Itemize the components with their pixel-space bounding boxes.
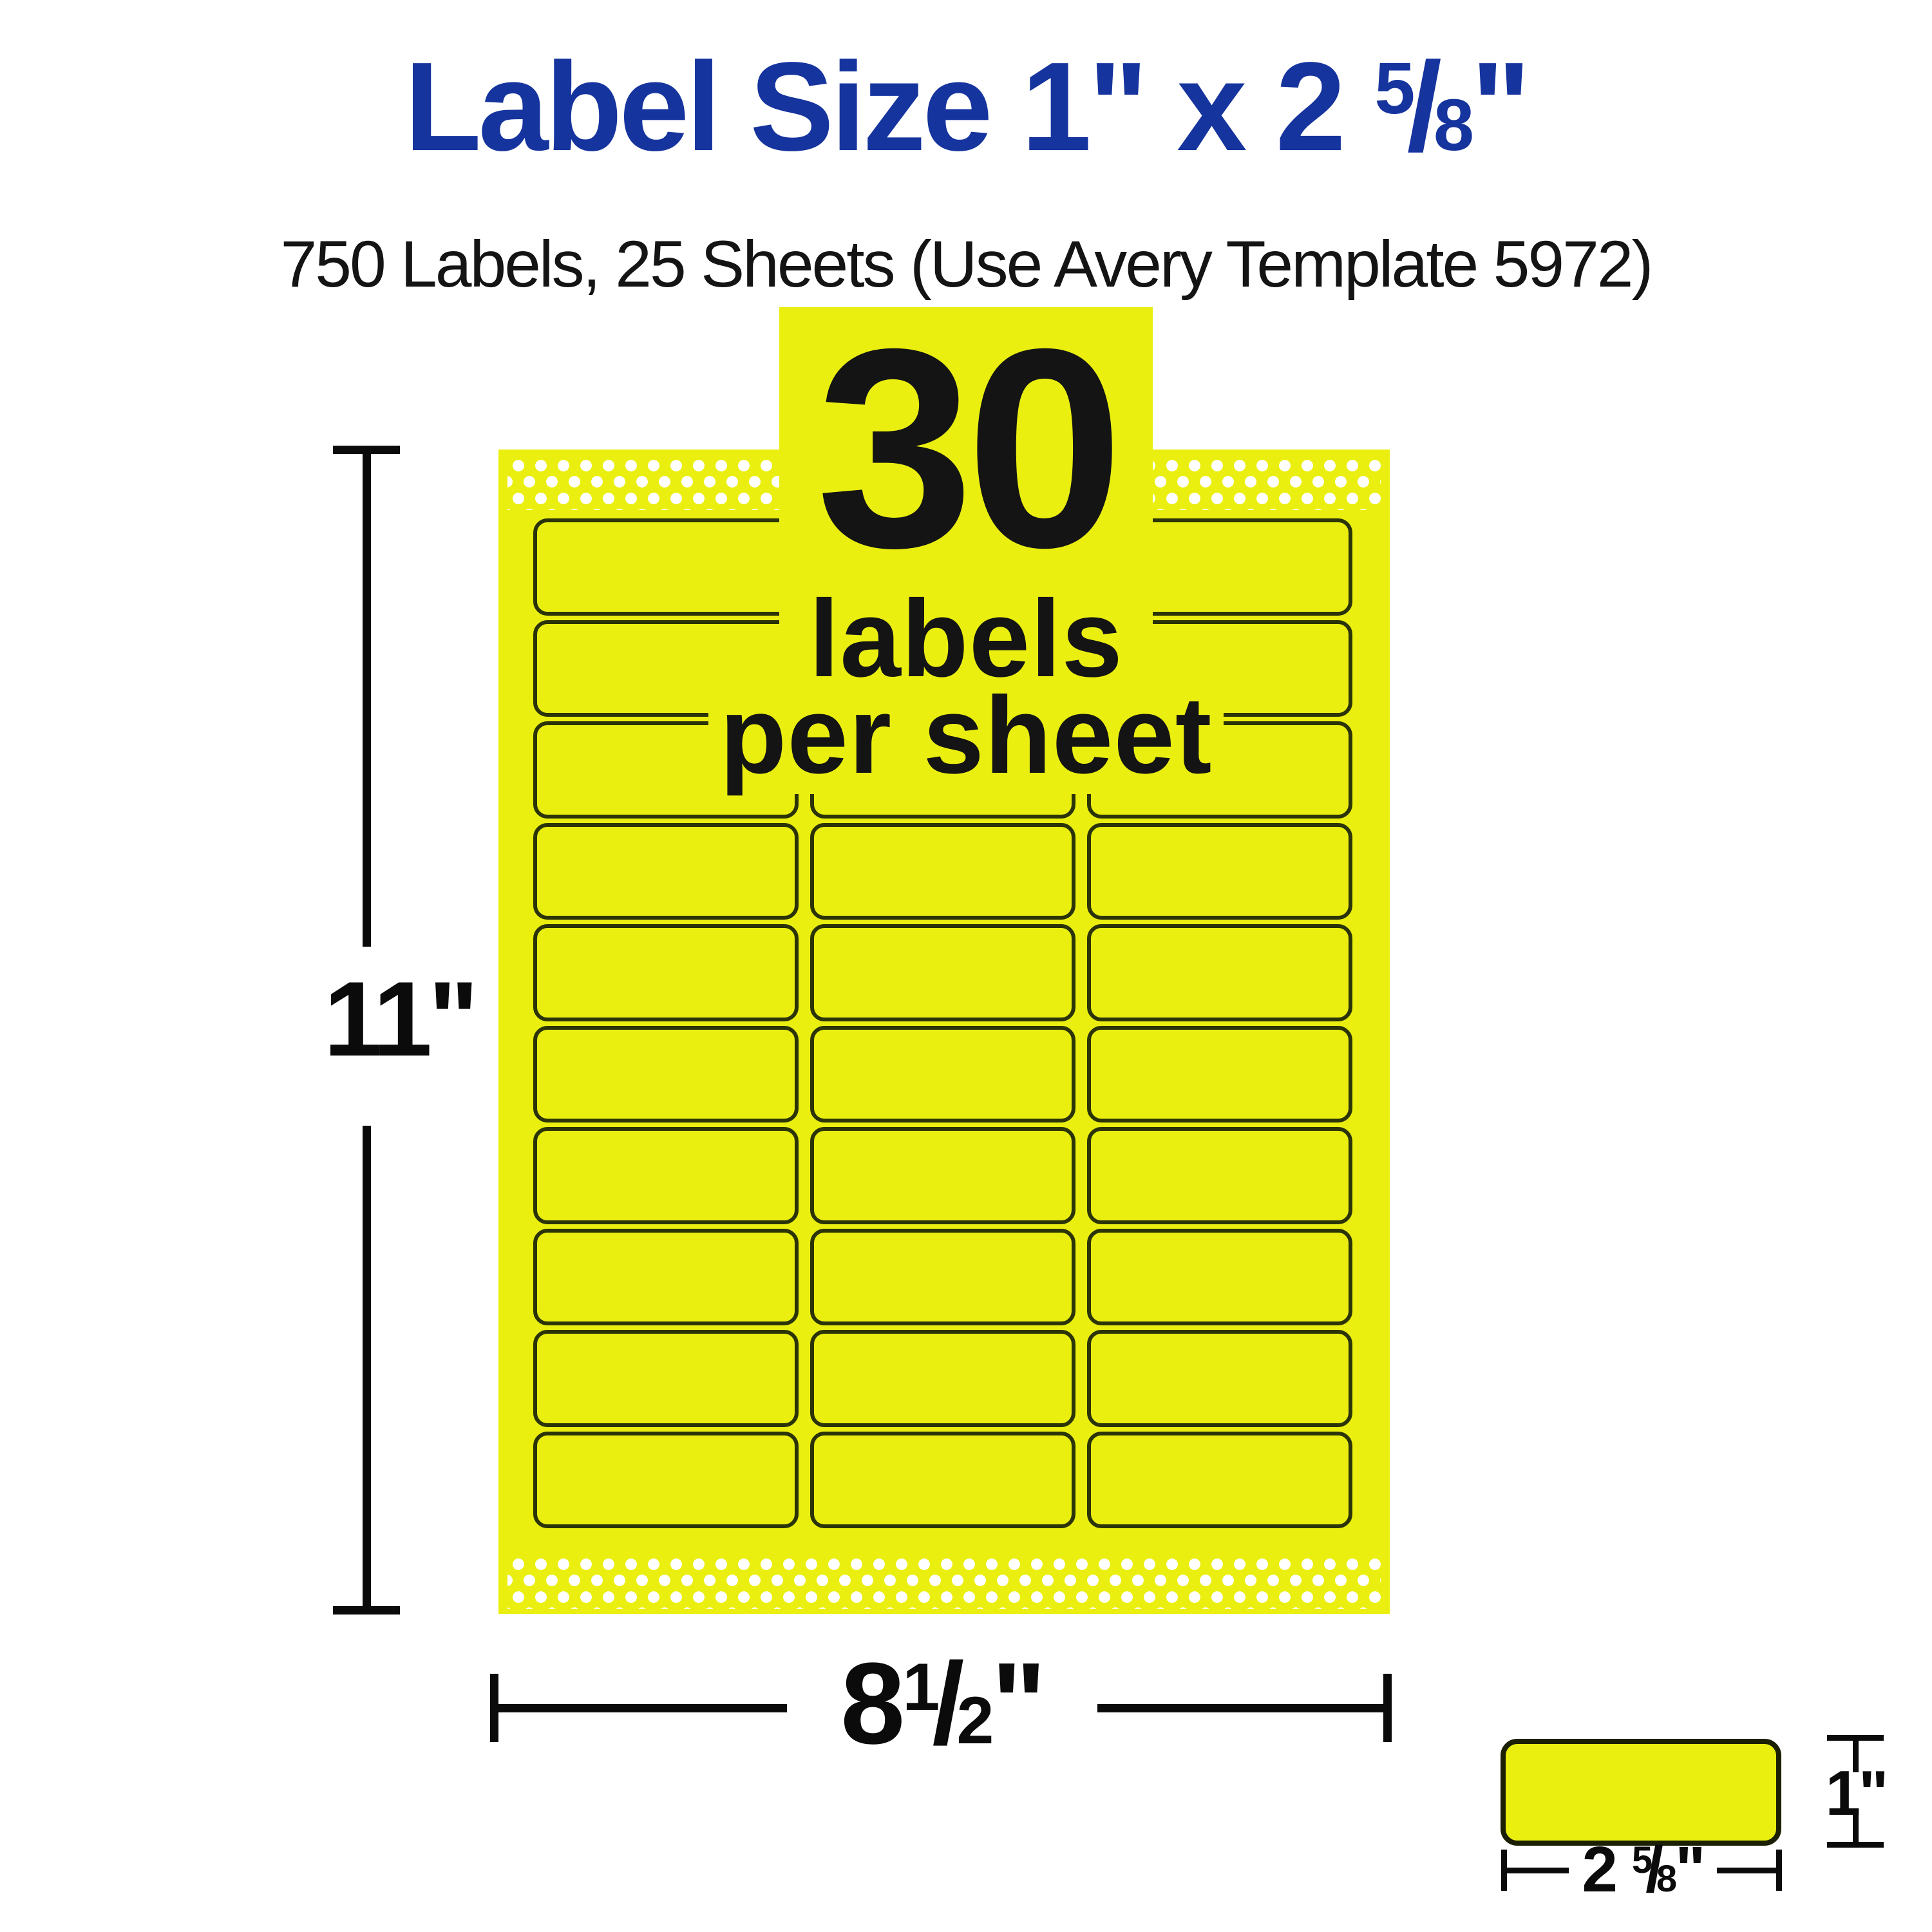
detail-width-fraction-numerator: 5 — [1631, 1839, 1653, 1881]
sheet-width-dim-tick-right — [1383, 1674, 1392, 1742]
label-cell — [810, 924, 1075, 1021]
label-cell — [1087, 822, 1352, 920]
label-cell — [1087, 1228, 1352, 1325]
page-title: Label Size 1" x 2 5/8" — [0, 37, 1932, 176]
sheet-height-dim-line-upper — [363, 446, 371, 947]
sheet-height-dim-label: 11" — [323, 960, 479, 1078]
sheet-height-dim-line-lower — [363, 1126, 371, 1614]
label-cell — [533, 1330, 799, 1427]
title-fraction-numerator: 5 — [1374, 48, 1415, 130]
sheet-width-dim-line-right — [1097, 1704, 1385, 1712]
labels-per-sheet-callout: 30 labels per sheet — [708, 307, 1224, 794]
single-label-detail — [1501, 1739, 1781, 1846]
label-cell — [1087, 924, 1352, 1021]
detail-width-dim-line-right — [1717, 1868, 1779, 1873]
label-count: 30 — [779, 307, 1153, 591]
title-fraction: 5/8 — [1374, 36, 1474, 177]
sheet-width-whole: 8 — [840, 1639, 905, 1768]
label-cell — [533, 1431, 799, 1528]
detail-width-fraction-denominator: 8 — [1656, 1858, 1677, 1900]
label-cell — [1087, 1025, 1352, 1122]
sheet-height-dim-tick-bottom — [333, 1606, 400, 1615]
detail-width-dim-label: 2 5/8" — [1569, 1833, 1717, 1907]
detail-width-inch-mark: " — [1675, 1833, 1705, 1906]
title-inch-mark: " — [1471, 36, 1531, 177]
label-cell — [1087, 1431, 1352, 1528]
sheet-width-dim-line-left — [498, 1704, 787, 1712]
sheet-width-dim-tick-left — [490, 1674, 498, 1742]
sheet-width-inch-mark: " — [991, 1639, 1046, 1768]
detail-width-fraction: 5/8 — [1631, 1833, 1677, 1906]
label-cell — [533, 1025, 799, 1122]
label-cell — [533, 924, 799, 1021]
detail-width-dim-tick-right — [1776, 1850, 1782, 1891]
callout-caption-line2: per sheet — [708, 681, 1224, 794]
label-cell — [810, 1025, 1075, 1122]
subtitle: 750 Labels, 25 Sheets (Use Avery Templat… — [280, 227, 1654, 301]
detail-width-dim-tick-left — [1501, 1850, 1507, 1891]
sheet-width-fraction: 1/2 — [902, 1639, 994, 1768]
label-cell — [1087, 1127, 1352, 1224]
label-cell — [1087, 1330, 1352, 1427]
label-cell — [533, 822, 799, 920]
label-cell — [533, 1228, 799, 1325]
detail-width-dim-line-left — [1507, 1868, 1569, 1873]
label-cell — [810, 1127, 1075, 1224]
label-cell — [810, 1431, 1075, 1528]
detail-width-whole: 2 — [1582, 1833, 1632, 1906]
sheet-width-dim-label: 81/2" — [787, 1643, 1097, 1765]
label-cell — [810, 1228, 1075, 1325]
title-fraction-denominator: 8 — [1433, 84, 1474, 166]
label-cell — [533, 1127, 799, 1224]
sheet-width-fraction-numerator: 1 — [902, 1649, 940, 1725]
label-cell — [810, 1330, 1075, 1427]
detail-height-dim-line-lower — [1853, 1811, 1859, 1844]
label-cell — [810, 822, 1075, 920]
detail-height-dim-line-upper — [1853, 1735, 1859, 1772]
detail-height-dim-tick-bottom — [1827, 1842, 1884, 1848]
title-text: Label Size 1" x 2 — [404, 36, 1375, 177]
sheet-width-fraction-denominator: 2 — [956, 1683, 994, 1758]
perforation-strip-bottom — [507, 1553, 1381, 1609]
callout-caption-line1: labels — [779, 584, 1153, 694]
